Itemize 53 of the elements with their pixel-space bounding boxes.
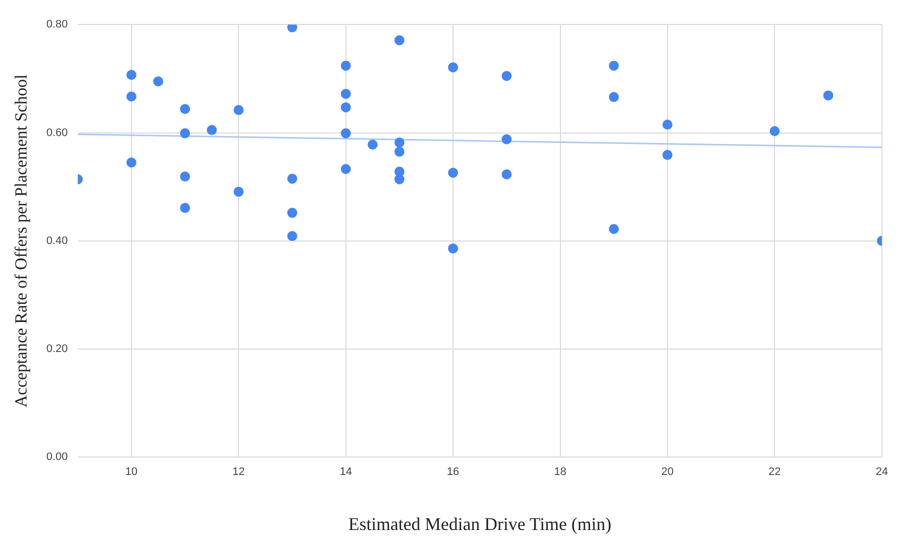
point xyxy=(234,105,244,116)
point xyxy=(180,104,190,114)
point xyxy=(502,134,512,144)
point xyxy=(126,157,136,168)
point xyxy=(394,146,404,157)
x-tick-label: 10 xyxy=(125,466,138,478)
y-tick-label: 0.20 xyxy=(46,343,68,356)
x-tick-label: 12 xyxy=(232,466,245,478)
point xyxy=(608,224,619,234)
y-tick-label: 0.80 xyxy=(46,18,68,31)
point xyxy=(180,172,190,182)
x-tick-label: 18 xyxy=(554,466,566,478)
point xyxy=(126,92,136,102)
x-tick-label: 20 xyxy=(661,466,674,478)
point xyxy=(126,70,136,80)
point xyxy=(287,24,298,32)
point xyxy=(608,92,619,102)
point xyxy=(287,174,298,184)
y-axis-title: Acceptance Rate of Offers per Placement School xyxy=(12,74,31,408)
point xyxy=(340,60,351,71)
point xyxy=(394,174,404,184)
point xyxy=(340,88,351,99)
x-tick-label: 16 xyxy=(446,466,460,478)
point xyxy=(206,125,217,136)
point xyxy=(180,128,190,138)
point xyxy=(180,202,190,213)
point xyxy=(340,164,351,174)
point xyxy=(234,186,244,197)
point xyxy=(502,169,512,180)
point xyxy=(448,62,458,72)
point xyxy=(153,76,164,86)
point xyxy=(662,120,672,130)
point xyxy=(823,90,834,100)
point xyxy=(608,60,619,71)
point xyxy=(394,137,404,148)
y-tick-label: 0.00 xyxy=(46,451,68,464)
point xyxy=(394,35,404,46)
point xyxy=(340,102,351,112)
point xyxy=(502,70,512,81)
point xyxy=(662,150,672,160)
x-tick-label: 24 xyxy=(876,466,888,478)
point xyxy=(340,128,351,138)
point xyxy=(770,126,780,136)
x-tick-label: 14 xyxy=(340,466,352,478)
x-axis-title: Estimated Median Drive Time (min) xyxy=(348,514,612,534)
y-tick-label: 0.60 xyxy=(46,126,68,139)
x-tick-label: 22 xyxy=(768,466,781,478)
point xyxy=(287,231,298,242)
y-tick-label: 0.40 xyxy=(46,234,68,247)
point xyxy=(368,140,378,150)
point xyxy=(287,208,298,218)
point xyxy=(448,168,458,178)
point xyxy=(448,243,458,254)
